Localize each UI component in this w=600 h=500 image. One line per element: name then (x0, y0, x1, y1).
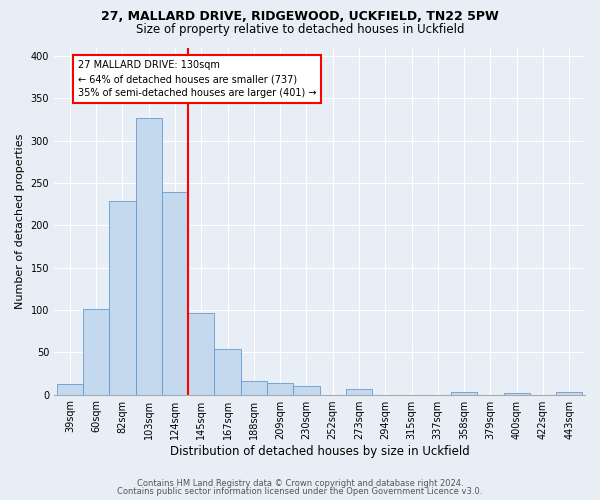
Text: Contains public sector information licensed under the Open Government Licence v3: Contains public sector information licen… (118, 487, 482, 496)
Bar (241, 381, 267, 394)
Bar (136, 118, 162, 394)
Bar (214, 349, 241, 395)
Bar (188, 314, 214, 394)
Bar (503, 393, 530, 394)
Bar (162, 192, 188, 394)
X-axis label: Distribution of detached houses by size in Uckfield: Distribution of detached houses by size … (170, 444, 469, 458)
Y-axis label: Number of detached properties: Number of detached properties (15, 134, 25, 308)
Bar (83, 309, 109, 394)
Bar (293, 386, 320, 394)
Bar (556, 392, 583, 394)
Text: 27 MALLARD DRIVE: 130sqm
← 64% of detached houses are smaller (737)
35% of semi-: 27 MALLARD DRIVE: 130sqm ← 64% of detach… (77, 60, 316, 98)
Bar (346, 388, 372, 394)
Bar (109, 200, 136, 394)
Bar (267, 382, 293, 394)
Bar (56, 384, 83, 394)
Bar (451, 392, 477, 394)
Text: 27, MALLARD DRIVE, RIDGEWOOD, UCKFIELD, TN22 5PW: 27, MALLARD DRIVE, RIDGEWOOD, UCKFIELD, … (101, 10, 499, 23)
Text: Size of property relative to detached houses in Uckfield: Size of property relative to detached ho… (136, 22, 464, 36)
Text: Contains HM Land Registry data © Crown copyright and database right 2024.: Contains HM Land Registry data © Crown c… (137, 478, 463, 488)
